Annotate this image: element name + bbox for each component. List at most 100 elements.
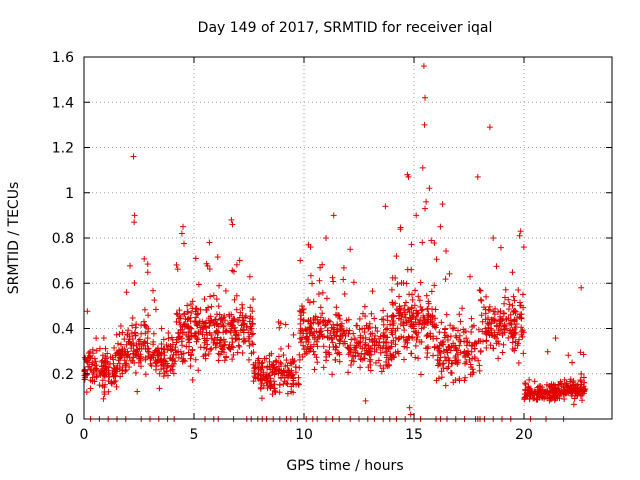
- data-point: [340, 264, 347, 271]
- data-point: [452, 354, 459, 361]
- data-point: [506, 320, 513, 327]
- data-point-outlier: [419, 164, 426, 171]
- data-point: [156, 385, 163, 392]
- data-point: [326, 344, 333, 351]
- data-point: [359, 356, 366, 363]
- data-point: [423, 333, 430, 340]
- data-point: [223, 353, 230, 360]
- data-point: [330, 278, 337, 285]
- data-point: [131, 279, 138, 286]
- data-point: [577, 378, 584, 385]
- data-point: [539, 394, 546, 401]
- data-point: [570, 382, 577, 389]
- data-point: [468, 343, 475, 350]
- data-point: [490, 308, 497, 315]
- data-point: [87, 377, 94, 384]
- data-point: [482, 310, 489, 317]
- data-point: [305, 318, 312, 325]
- data-point: [188, 325, 195, 332]
- data-point: [502, 286, 509, 293]
- data-point: [485, 324, 492, 331]
- data-point: [229, 335, 236, 342]
- data-point: [207, 293, 214, 300]
- data-point: [493, 335, 500, 342]
- data-point: [500, 341, 507, 348]
- data-point: [456, 342, 463, 349]
- data-point: [463, 359, 470, 366]
- data-point: [461, 338, 468, 345]
- data-point: [126, 333, 133, 340]
- data-point: [308, 330, 315, 337]
- data-point: [280, 352, 287, 359]
- data-point: [408, 305, 415, 312]
- data-point: [123, 341, 130, 348]
- data-point: [366, 324, 373, 331]
- data-point: [258, 375, 265, 382]
- data-point: [186, 334, 193, 341]
- x-axis-title: GPS time / hours: [286, 458, 403, 474]
- data-point: [378, 368, 385, 375]
- data-point: [170, 370, 177, 377]
- data-point-outlier: [420, 63, 427, 70]
- data-point: [544, 348, 551, 355]
- data-point: [100, 334, 107, 341]
- data-point: [347, 362, 354, 369]
- data-point: [300, 306, 307, 313]
- data-point: [577, 349, 584, 356]
- data-point: [509, 333, 516, 340]
- data-point: [113, 383, 120, 390]
- data-point: [500, 310, 507, 317]
- data-point: [443, 311, 450, 318]
- data-point: [134, 388, 141, 395]
- data-point: [314, 335, 321, 342]
- data-point: [174, 266, 181, 273]
- data-point: [519, 291, 526, 298]
- data-point: [424, 345, 431, 352]
- data-point: [311, 351, 318, 358]
- data-point: [208, 345, 215, 352]
- data-point: [442, 382, 449, 389]
- data-point: [198, 322, 205, 329]
- data-point: [367, 367, 374, 374]
- data-point: [150, 287, 157, 294]
- data-point: [537, 389, 544, 396]
- data-point: [268, 350, 275, 357]
- data-point: [394, 280, 401, 287]
- data-point: [496, 316, 503, 323]
- x-tick-label: 20: [515, 427, 533, 443]
- data-point: [137, 363, 144, 370]
- data-point-outlier: [439, 201, 446, 208]
- data-point: [211, 337, 218, 344]
- data-point: [557, 378, 564, 385]
- data-point-outlier: [423, 198, 430, 205]
- data-point: [126, 338, 133, 345]
- data-point: [83, 389, 90, 396]
- data-point: [180, 311, 187, 318]
- data-point: [355, 340, 362, 347]
- data-point: [87, 385, 94, 392]
- data-point: [380, 316, 387, 323]
- data-point: [300, 342, 307, 349]
- data-point: [213, 340, 220, 347]
- data-point: [138, 341, 145, 348]
- data-point: [229, 356, 236, 363]
- data-point: [173, 339, 180, 346]
- data-point: [455, 359, 462, 366]
- data-point: [483, 293, 490, 300]
- data-point: [263, 380, 270, 387]
- data-point: [387, 350, 394, 357]
- data-point: [214, 334, 221, 341]
- data-point: [105, 364, 112, 371]
- data-point: [249, 340, 256, 347]
- data-point: [402, 338, 409, 345]
- data-point: [108, 378, 115, 385]
- data-point: [460, 326, 467, 333]
- data-point: [192, 333, 199, 340]
- data-point: [461, 377, 468, 384]
- data-point: [252, 370, 259, 377]
- data-point: [490, 345, 497, 352]
- data-point: [376, 335, 383, 342]
- data-point-outlier: [516, 232, 523, 239]
- data-point: [392, 334, 399, 341]
- data-point: [510, 329, 517, 336]
